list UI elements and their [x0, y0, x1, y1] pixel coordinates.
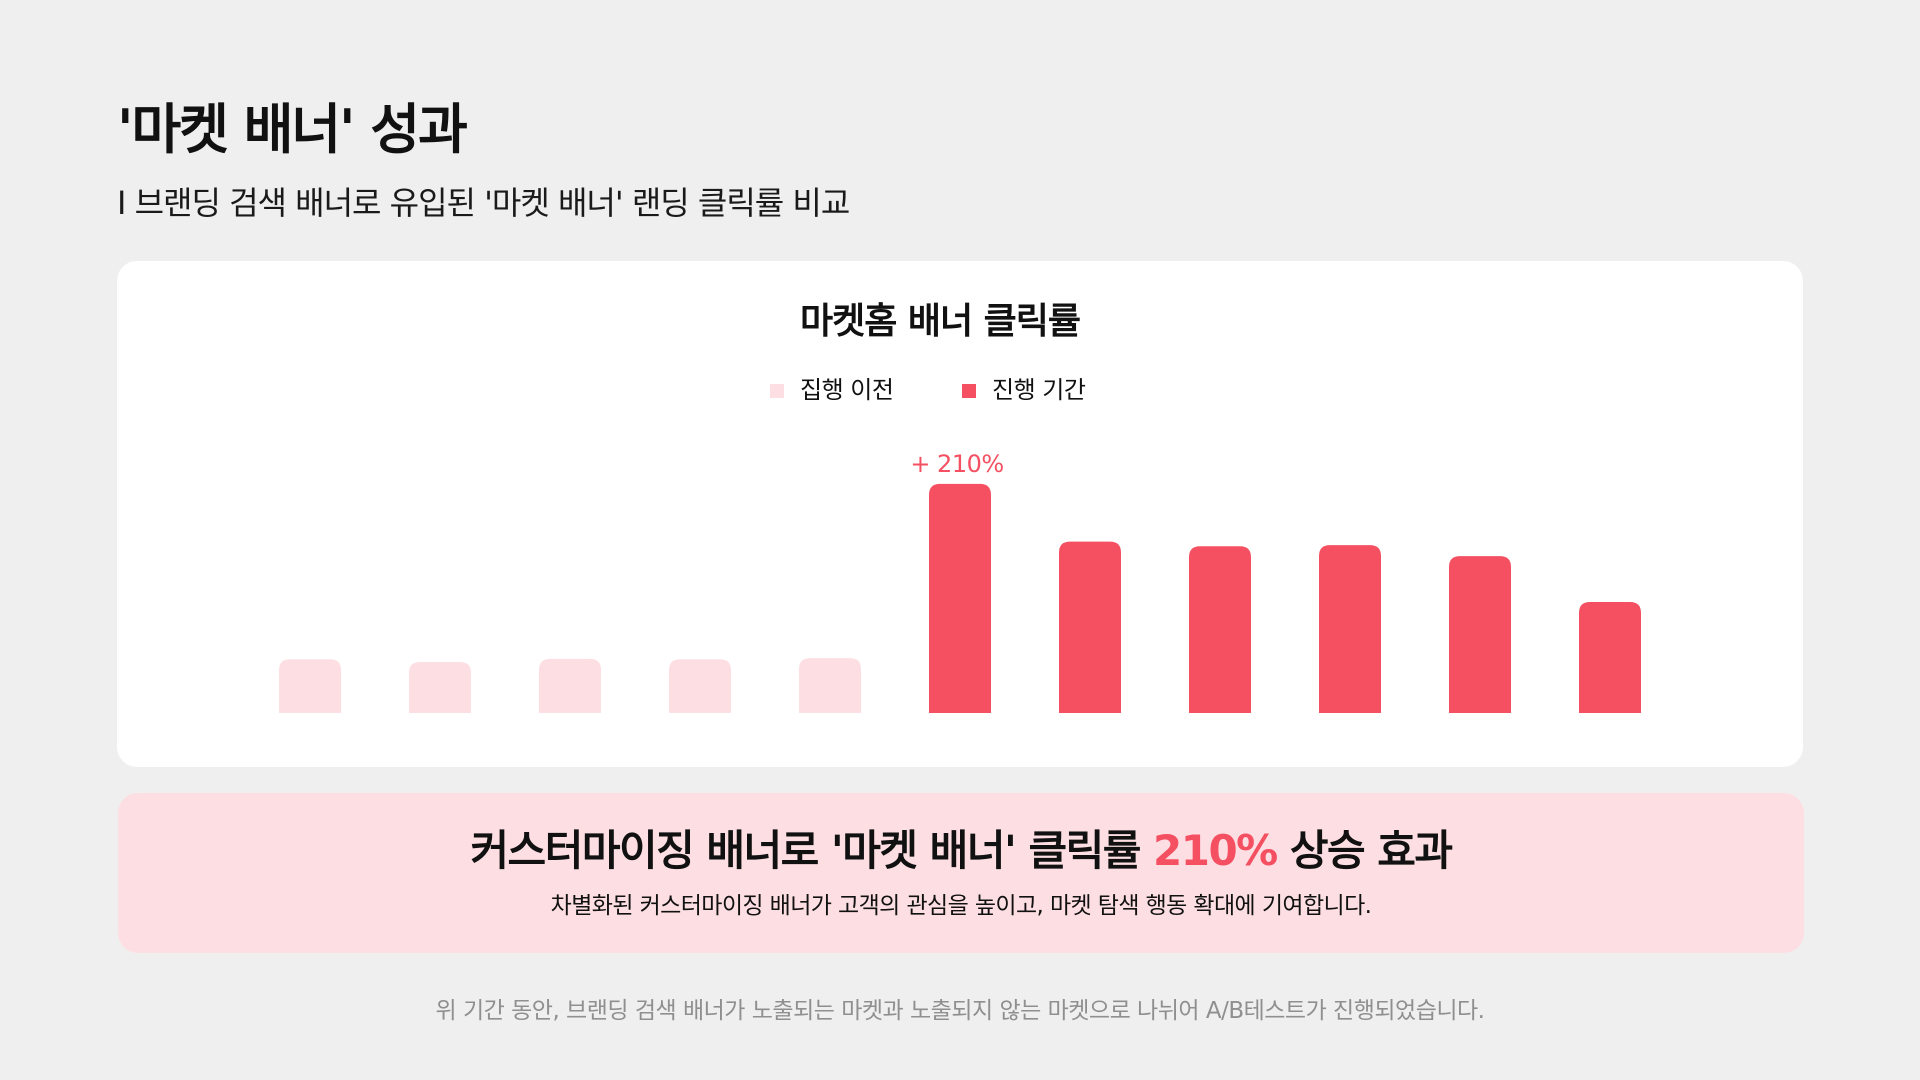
- chart-bars: [279, 483, 1641, 713]
- legend-swatch-1: [770, 384, 784, 398]
- bar-series1-2: [409, 662, 471, 713]
- chart-legend: 집행 이전 진행 기간: [770, 376, 1086, 404]
- bar-series1-1: [279, 659, 341, 713]
- bar-series1-5: [799, 658, 861, 713]
- page-title: '마켓 배너' 성과: [117, 98, 468, 161]
- summary-headline-highlight: 210%: [1153, 826, 1278, 875]
- page-subtitle: I 브랜딩 검색 배너로 유입된 '마켓 배너' 랜딩 클릭률 비교: [117, 184, 850, 222]
- summary-headline-after: 상승 효과: [1276, 826, 1453, 875]
- bar-series1-4: [669, 659, 731, 713]
- bar-series2-4: [1319, 545, 1381, 713]
- bar-annotation-1: + 210%: [910, 450, 1003, 478]
- chart-title: 마켓홈 배너 클릭률: [800, 301, 1080, 342]
- chart-card: 마켓홈 배너 클릭률 집행 이전 진행 기간 + 210%: [117, 261, 1803, 767]
- legend-label-2: 진행 기간: [992, 376, 1086, 404]
- summary-card: 커스터마이징 배너로 '마켓 배너' 클릭률 210% 상승 효과 차별화된 커…: [118, 793, 1804, 953]
- summary-description: 차별화된 커스터마이징 배너가 고객의 관심을 높이고, 마켓 탐색 행동 확대…: [550, 893, 1372, 919]
- summary-headline: 커스터마이징 배너로 '마켓 배너' 클릭률 210% 상승 효과: [118, 823, 1804, 879]
- bar-series2-2: [1059, 541, 1121, 713]
- bar-series2-6: [1579, 602, 1641, 713]
- bar-series1-3: [539, 658, 601, 713]
- bar-series2-5: [1449, 556, 1511, 713]
- footnote: 위 기간 동안, 브랜딩 검색 배너가 노출되는 마켓과 노출되지 않는 마켓으…: [435, 998, 1485, 1024]
- legend-swatch-2: [962, 384, 976, 398]
- bar-chart: 마켓홈 배너 클릭률 집행 이전 진행 기간 + 210%: [279, 301, 1641, 713]
- bar-series2-3: [1189, 546, 1251, 713]
- bar-series2-1: [929, 483, 991, 713]
- legend-label-1: 집행 이전: [800, 376, 893, 404]
- summary-headline-before: 커스터마이징 배너로 '마켓 배너' 클릭률: [470, 826, 1153, 875]
- chart-annotations: + 210%: [910, 450, 1004, 478]
